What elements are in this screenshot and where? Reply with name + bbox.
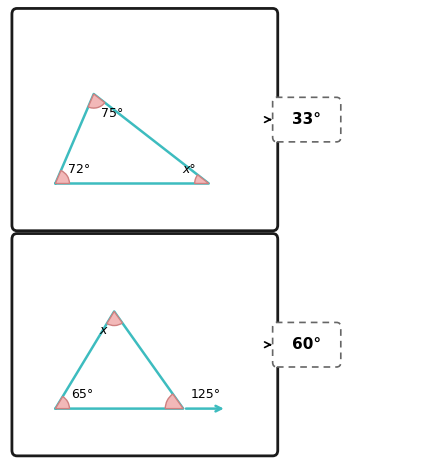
Text: 60°: 60° (292, 337, 321, 352)
Wedge shape (88, 94, 105, 108)
Wedge shape (55, 397, 69, 408)
Text: 72°: 72° (68, 163, 90, 176)
Text: 75°: 75° (101, 107, 124, 120)
Wedge shape (107, 311, 122, 325)
Wedge shape (55, 171, 69, 183)
Text: 33°: 33° (292, 112, 321, 127)
Wedge shape (165, 394, 183, 408)
Text: x°: x° (182, 163, 196, 176)
Text: x: x (99, 324, 106, 337)
Text: 65°: 65° (71, 388, 93, 401)
Wedge shape (195, 175, 209, 183)
Text: 125°: 125° (191, 388, 221, 401)
